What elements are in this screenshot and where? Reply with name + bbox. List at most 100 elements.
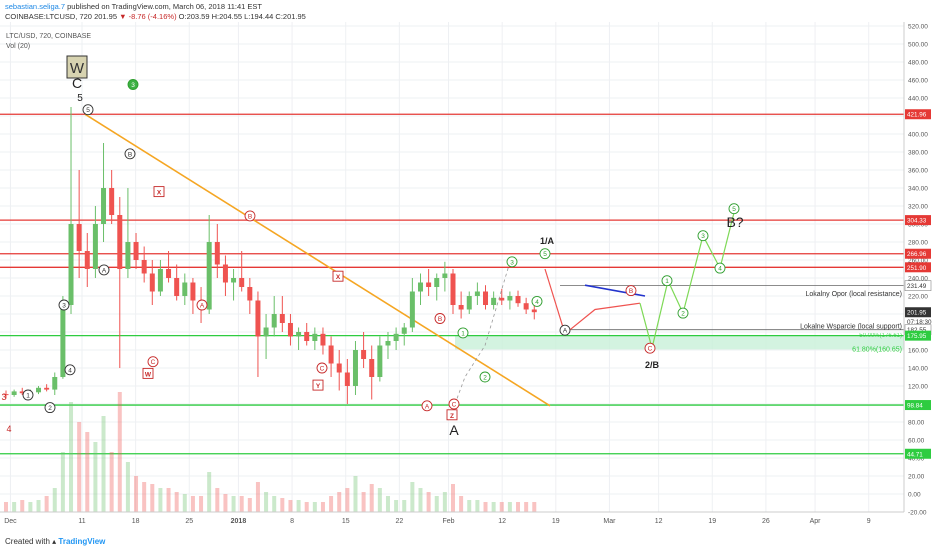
time-tick-label: 15 bbox=[342, 518, 350, 525]
price-tick-label: 60.00 bbox=[908, 438, 925, 445]
candle-body[interactable] bbox=[296, 332, 302, 337]
candle-body[interactable] bbox=[117, 215, 123, 269]
price-tag[interactable] bbox=[905, 215, 931, 226]
wave-big-text: 3 bbox=[1, 392, 6, 402]
candle-body[interactable] bbox=[149, 273, 155, 292]
candle-body[interactable] bbox=[141, 260, 147, 274]
candle-body[interactable] bbox=[52, 377, 58, 390]
candle-body[interactable] bbox=[263, 327, 269, 337]
candle-body[interactable] bbox=[3, 394, 9, 396]
volume-bar bbox=[410, 482, 415, 512]
candle-body[interactable] bbox=[466, 296, 472, 310]
candle-body[interactable] bbox=[255, 300, 261, 337]
candle-body[interactable] bbox=[214, 242, 220, 265]
volume-bar bbox=[255, 482, 260, 512]
volume-bar bbox=[182, 494, 187, 512]
candle-body[interactable] bbox=[19, 391, 25, 394]
candle-body[interactable] bbox=[361, 350, 367, 359]
wave-big-text: 5 bbox=[77, 93, 83, 104]
countdown-label: 07:18:30 bbox=[907, 319, 932, 326]
candle-body[interactable] bbox=[352, 350, 358, 386]
candle-body[interactable] bbox=[377, 345, 383, 378]
wave-label-circle bbox=[697, 230, 709, 242]
trendline[interactable] bbox=[84, 113, 551, 407]
candle-body[interactable] bbox=[369, 359, 375, 377]
candle-body[interactable] bbox=[166, 269, 172, 278]
candle-body[interactable] bbox=[320, 333, 326, 346]
candle-body[interactable] bbox=[76, 224, 82, 251]
candle-body[interactable] bbox=[312, 333, 318, 341]
wave-label-circle bbox=[559, 324, 571, 336]
candle-body[interactable] bbox=[434, 278, 440, 287]
price-axis[interactable] bbox=[904, 22, 932, 533]
author-name[interactable]: sebastian.seliga.7 bbox=[5, 2, 66, 11]
candle-body[interactable] bbox=[190, 282, 196, 301]
volume-bar bbox=[337, 492, 342, 512]
candle-body[interactable] bbox=[507, 296, 513, 301]
tradingview-brand[interactable]: TradingView bbox=[58, 537, 106, 546]
candle-body[interactable] bbox=[336, 363, 342, 373]
candle-body[interactable] bbox=[426, 282, 432, 288]
price-tag[interactable] bbox=[905, 400, 931, 411]
candle-body[interactable] bbox=[344, 372, 350, 387]
candle-body[interactable] bbox=[417, 282, 423, 292]
candle-body[interactable] bbox=[458, 305, 464, 310]
candle-body[interactable] bbox=[92, 224, 98, 269]
candle-body[interactable] bbox=[499, 297, 505, 301]
price-tag[interactable] bbox=[905, 248, 931, 259]
wave-big-text: 1/A bbox=[540, 236, 555, 246]
candle-body[interactable] bbox=[401, 327, 407, 334]
candle-body[interactable] bbox=[287, 323, 293, 337]
candle-body[interactable] bbox=[491, 297, 497, 305]
price-tag-label: 266.96 bbox=[907, 251, 927, 258]
candle-body[interactable] bbox=[239, 278, 245, 287]
price-tag[interactable] bbox=[905, 330, 931, 341]
volume-bar bbox=[117, 392, 122, 512]
candle-body[interactable] bbox=[474, 291, 480, 297]
candle-body[interactable] bbox=[36, 387, 42, 393]
wave-label-circle bbox=[479, 371, 491, 383]
candle-body[interactable] bbox=[109, 188, 115, 215]
candle-body[interactable] bbox=[523, 303, 529, 310]
candle-body[interactable] bbox=[125, 242, 131, 269]
candle-body[interactable] bbox=[174, 278, 180, 296]
candle-body[interactable] bbox=[515, 296, 521, 304]
candle-body[interactable] bbox=[393, 333, 399, 341]
candle-body[interactable] bbox=[84, 251, 90, 269]
candle-body[interactable] bbox=[133, 242, 139, 260]
candle-body[interactable] bbox=[206, 242, 212, 310]
price-tag[interactable] bbox=[905, 307, 931, 318]
candle-body[interactable] bbox=[531, 309, 537, 313]
volume-bar bbox=[467, 500, 472, 512]
candle-body[interactable] bbox=[271, 314, 277, 328]
wave-label-circle bbox=[124, 148, 136, 160]
wave-big-text: C bbox=[72, 75, 82, 91]
candle-body[interactable] bbox=[68, 224, 74, 305]
candle-body[interactable] bbox=[279, 314, 285, 323]
time-tick-label: 9 bbox=[867, 518, 871, 525]
candle-body[interactable] bbox=[101, 188, 107, 224]
candle-body[interactable] bbox=[231, 278, 237, 283]
candle-body[interactable] bbox=[157, 269, 163, 292]
candle-body[interactable] bbox=[222, 264, 228, 283]
candle-body[interactable] bbox=[385, 341, 391, 346]
candle-body[interactable] bbox=[11, 391, 17, 395]
volume-bar bbox=[507, 502, 512, 512]
price-tick-label: 160.00 bbox=[908, 348, 928, 355]
candle-body[interactable] bbox=[60, 305, 66, 377]
price-tag[interactable] bbox=[905, 109, 931, 120]
candle-body[interactable] bbox=[483, 291, 489, 306]
candle-body[interactable] bbox=[182, 282, 188, 297]
price-tag[interactable] bbox=[905, 448, 931, 459]
candle-body[interactable] bbox=[44, 387, 50, 390]
candle-body[interactable] bbox=[328, 345, 334, 364]
candle-body[interactable] bbox=[450, 273, 456, 306]
wave-label-circle bbox=[58, 299, 70, 311]
price-tag[interactable] bbox=[905, 262, 931, 273]
candle-body[interactable] bbox=[247, 287, 253, 301]
candle-body[interactable] bbox=[442, 273, 448, 279]
candle-body[interactable] bbox=[304, 332, 310, 341]
candle-body[interactable] bbox=[409, 291, 415, 328]
price-tag[interactable] bbox=[904, 280, 932, 291]
